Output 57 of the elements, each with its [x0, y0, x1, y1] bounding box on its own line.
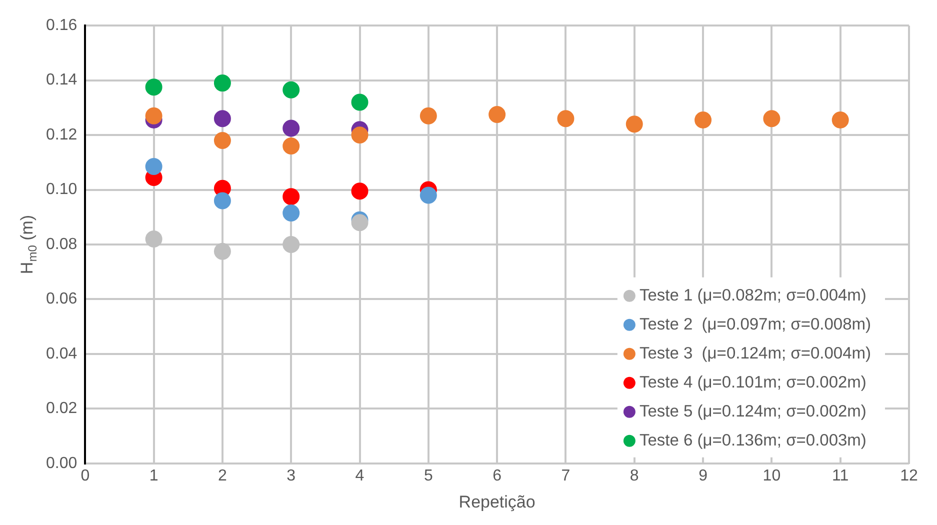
point [351, 126, 368, 144]
point [488, 106, 506, 124]
point [282, 137, 300, 154]
y-tick-label: 0.12 [46, 126, 78, 144]
point [626, 116, 643, 133]
point [282, 204, 300, 222]
point [420, 107, 437, 124]
point [214, 242, 231, 260]
point [282, 120, 300, 137]
x-tick-label: 10 [762, 467, 781, 484]
point [145, 107, 162, 124]
point [214, 110, 231, 128]
y-tick-label: 0.08 [46, 236, 78, 253]
x-tick-label: 0 [80, 467, 90, 484]
point [145, 78, 162, 96]
point [214, 74, 231, 92]
y-tick-label: 0.10 [46, 181, 78, 198]
point [351, 214, 368, 232]
x-tick-label: 9 [698, 467, 708, 484]
point [351, 182, 368, 200]
x-tick-label: 3 [286, 467, 296, 484]
x-tick-label: 7 [561, 467, 570, 484]
y-tick-label: 0.04 [46, 345, 78, 362]
y-axis-title: Hm0 (m) [18, 214, 40, 274]
x-tick-label: 1 [149, 467, 158, 484]
point [282, 188, 300, 206]
point [557, 110, 574, 128]
x-tick-label: 11 [832, 467, 849, 484]
point [145, 230, 162, 248]
y-tick-label: 0.00 [46, 454, 78, 472]
point [282, 236, 300, 253]
point [214, 132, 231, 150]
x-tick-label: 6 [492, 467, 502, 484]
legend-label: Teste 1 (μ=0.082m; σ=0.004m) [639, 286, 866, 304]
point [214, 192, 231, 210]
legend-label: Teste 6 (μ=0.136m; σ=0.003m) [639, 431, 866, 450]
point [694, 112, 712, 128]
point [832, 112, 849, 128]
point [763, 110, 780, 128]
point [351, 94, 368, 111]
x-axis-title: Repetição [458, 492, 536, 512]
legend-label: Teste 2 (μ=0.097m; σ=0.008m) [639, 315, 872, 334]
point [145, 158, 162, 176]
y-tick-label: 0.02 [46, 400, 78, 418]
x-tick-label: 8 [630, 467, 639, 484]
legend-label: Teste 3 (μ=0.124m; σ=0.004m) [639, 344, 872, 362]
x-tick-label: 4 [355, 467, 364, 484]
y-tick-label: 0.14 [46, 72, 78, 89]
x-tick-label: 5 [424, 467, 433, 484]
x-tick-label: 2 [218, 467, 227, 484]
x-tick-label: 12 [900, 467, 918, 484]
point [282, 81, 300, 98]
y-tick-label: 0.16 [46, 17, 78, 34]
legend-label: Teste 4 (μ=0.101m; σ=0.002m) [639, 373, 866, 392]
point [420, 186, 437, 204]
legend-label: Teste 5 (μ=0.124m; σ=0.002m) [639, 402, 866, 420]
y-tick-label: 0.06 [46, 290, 78, 308]
